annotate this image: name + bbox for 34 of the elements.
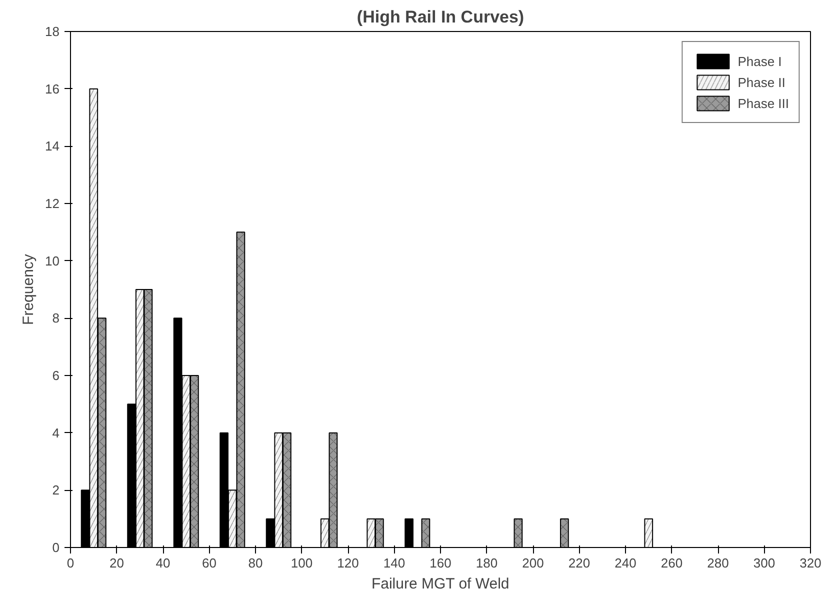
x-tick-label: 140 [383, 556, 406, 570]
x-tick-label: 240 [614, 556, 636, 570]
x-tick-label: 180 [476, 556, 498, 570]
y-tick-label: 4 [52, 425, 60, 440]
legend-label: Phase I [738, 54, 782, 68]
x-tick-label: 40 [156, 556, 170, 570]
y-tick-label: 8 [52, 310, 60, 326]
x-tick-label: 20 [110, 556, 124, 570]
y-tick-label: 2 [52, 482, 60, 498]
legend-label: Phase III [738, 96, 789, 110]
y-tick-label: 12 [45, 196, 60, 211]
x-tick-label: 160 [430, 556, 452, 570]
x-axis-title: Failure MGT of Weld [371, 576, 510, 592]
y-tick-label: 6 [52, 368, 60, 383]
x-tick-label: 80 [248, 556, 263, 570]
y-axis-title: Frequency [20, 254, 38, 325]
x-tick-label: 300 [753, 556, 776, 570]
x-tick-label: 320 [800, 556, 822, 570]
x-tick-label: 100 [290, 556, 313, 570]
x-tick-label: 280 [707, 556, 729, 570]
x-tick-label: 260 [660, 556, 683, 570]
y-tick-label: 18 [45, 24, 60, 39]
y-tick-label: 10 [45, 253, 60, 268]
bar [404, 518, 414, 548]
y-tick-label: 14 [45, 138, 60, 154]
y-tick-label: 0 [52, 540, 60, 555]
x-tick-label: 120 [337, 556, 359, 570]
legend-label: Phase II [738, 74, 786, 90]
x-tick-label: 220 [568, 556, 590, 570]
chart-title: (High Rail In Curves) [356, 8, 524, 26]
x-tick-label: 60 [202, 556, 216, 570]
y-tick-label: 16 [45, 81, 60, 96]
x-tick-label: 200 [522, 556, 544, 570]
x-tick-label: 0 [66, 556, 74, 570]
